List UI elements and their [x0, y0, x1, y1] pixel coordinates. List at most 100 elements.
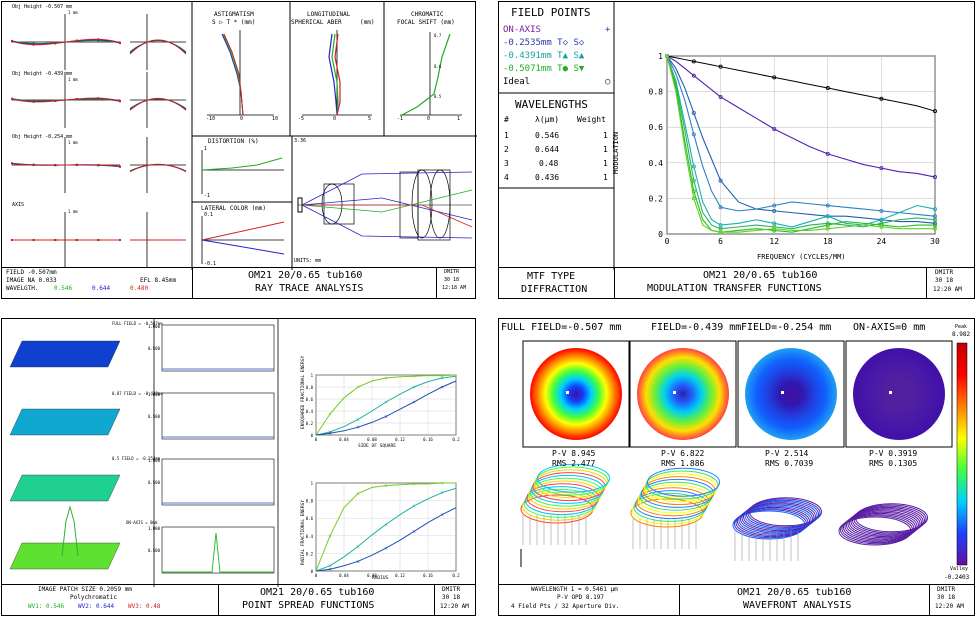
- wave-stamp-1: DMITR: [937, 586, 956, 593]
- enc-marker: ×: [440, 375, 444, 382]
- wave-map-frame: [629, 340, 737, 448]
- enc-x-tick: 0.2: [452, 437, 460, 442]
- wl-header-num: #: [504, 115, 509, 124]
- mtf-point: [932, 109, 937, 114]
- enc-marker: ×: [412, 503, 416, 510]
- mtf-point: [691, 110, 696, 115]
- wave-3d-ring: [847, 509, 921, 539]
- lateral-color-title: LATERAL COLOR (mm): [201, 205, 267, 212]
- enc-y-tick: 1: [311, 373, 314, 378]
- lens-ray: [301, 189, 473, 213]
- ray-foot-na: IMAGE NA 0.033: [6, 277, 57, 284]
- mtf-panel: 0 6 12 18 24 30 0 0.2 0.4 0.6 0.8 1 FIELD POINTS ON…: [498, 1, 975, 299]
- mtf-y-tick: 0: [658, 230, 663, 239]
- fan-marker: [11, 162, 13, 165]
- mtf-point: [691, 132, 696, 137]
- map-4-rms: RMS 0.1305: [869, 459, 918, 468]
- psf-row-label-4: ON-AXIS = 0mm: [126, 520, 158, 525]
- enc-marker: ×: [384, 413, 388, 420]
- enc-marker: ×: [412, 373, 416, 380]
- psf-foot-patch: IMAGE PATCH SIZE 0.2059 mm: [38, 586, 132, 593]
- enc-marker: ×: [356, 558, 360, 565]
- psf-subtitle: POINT SPREAD FUNCTIONS: [242, 600, 375, 611]
- lateral-tick-bottom: -0.1: [204, 261, 217, 267]
- fan-marker: [119, 99, 121, 102]
- enc-y-tick: 0.2: [306, 551, 314, 556]
- mtf-x-tick: 18: [823, 237, 833, 246]
- fan-curve: [11, 162, 121, 168]
- psf-profile-frame: [161, 392, 275, 440]
- chrom-tick-2: 1: [457, 116, 461, 122]
- wave-3d-ring: [853, 504, 927, 534]
- field-point-2: -0.2535mm T◇ S◇: [503, 38, 585, 48]
- mtf-stamp-1: DMITR: [935, 269, 954, 276]
- enc-y-tick: 0.8: [306, 385, 314, 390]
- mtf-y-tick: 0.6: [649, 123, 664, 132]
- wave-map-marker: [673, 391, 676, 394]
- map-3-rms: RMS 0.7039: [765, 459, 814, 468]
- ray-stamp-3: 12:18 AM: [442, 285, 467, 291]
- enc-x-tick: 0.08: [367, 437, 377, 442]
- psf-stamp-3: 12:20 AM: [440, 603, 469, 610]
- mtf-y-tick: 0.8: [649, 88, 664, 97]
- enc-marker: ×: [328, 563, 332, 570]
- wave-3d-ring: [849, 508, 922, 538]
- enc-x-tick: 0.08: [367, 573, 377, 578]
- mtf-series-line: [666, 55, 935, 233]
- fan-marker: [119, 239, 121, 241]
- long-tick-1: 0: [333, 116, 337, 122]
- wave-stamp-2: 30 18: [937, 594, 956, 601]
- lateral-tick-top: 0.1: [204, 212, 214, 218]
- fan-marker: [32, 239, 35, 241]
- wl-header-lambda: λ(μm): [535, 115, 560, 124]
- wave-map-frame: [522, 340, 630, 448]
- psf-stamp-2: 30 18: [442, 594, 461, 601]
- ray-axis-label-2: 1 mm: [68, 77, 78, 82]
- wl-row-1-num: 1: [504, 131, 509, 140]
- scale-peak-value: 8.982: [952, 331, 971, 338]
- enc-x-tick: 0.04: [339, 573, 349, 578]
- psf-row-label-3: 0.5 FIELD = -0.254mm: [112, 456, 161, 461]
- chrom-title-2: FOCAL SHIFT (mm): [397, 19, 455, 26]
- rad-ylabel: RADIAL FRACTIONAL ENERGY: [301, 499, 306, 565]
- fan-curve: [11, 38, 121, 46]
- mtf-point: [718, 94, 723, 99]
- map-2-rms: RMS 1.886: [661, 459, 705, 468]
- wave-map-marker: [566, 391, 569, 394]
- mtf-point: [718, 230, 723, 235]
- enc-y-tick: 1: [311, 481, 314, 486]
- fan-marker: [11, 98, 13, 101]
- fan-marker: [119, 41, 121, 44]
- lens-surface: [321, 183, 343, 225]
- wl-row-3-lambda: 0.48: [539, 159, 559, 168]
- psf-profile-frame: [161, 324, 275, 372]
- psf-profile-tick: 0.500: [148, 414, 161, 419]
- enc-series-line: [315, 374, 457, 436]
- ray-title: OM21 20/0.65 tub160: [248, 270, 363, 281]
- ray-trace-graphics: [11, 2, 477, 270]
- mtf-series-line: [666, 55, 936, 228]
- enc-x-tick: 0.04: [339, 437, 349, 442]
- mtf-point: [932, 207, 937, 212]
- fan-marker: [97, 38, 100, 41]
- mtf-point: [772, 226, 777, 231]
- fan-marker: [54, 164, 57, 167]
- scale-peak-label: Peak: [955, 324, 968, 330]
- wave-map: [530, 348, 622, 440]
- wave-map: [853, 348, 945, 440]
- wl-row-4-lambda: 0.436: [535, 173, 560, 182]
- mtf-y-tick: 0.2: [649, 194, 664, 203]
- wave-header-3: FIELD=-0.254 mm: [741, 322, 832, 333]
- distortion-tick-bottom: -1: [204, 193, 211, 199]
- field-point-1: ON-AXIS: [503, 25, 541, 35]
- lens-ray: [302, 204, 473, 228]
- psf-profile-tick: 1.000: [148, 458, 161, 463]
- astig-tick-2: 10: [272, 116, 279, 122]
- ray-foot-field: FIELD -0.507mm: [6, 269, 57, 276]
- psf-surface: [9, 340, 121, 368]
- enc-marker: ×: [384, 545, 388, 552]
- wave-3d-ring: [535, 466, 609, 496]
- mtf-point: [772, 126, 777, 131]
- ray-foot-efl: EFL 8.45mm: [140, 277, 177, 284]
